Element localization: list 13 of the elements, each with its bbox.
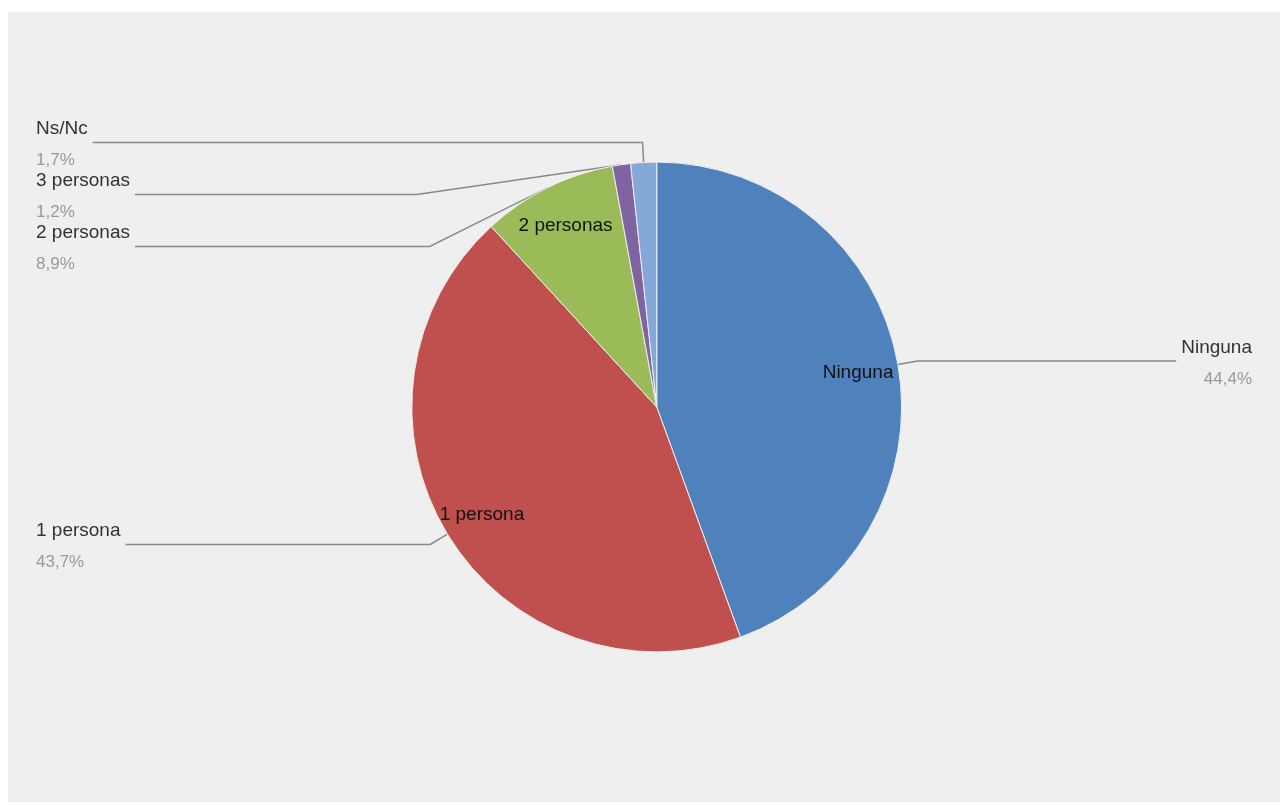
data-label: 44,4%: [1203, 368, 1252, 388]
slice-label: 2 personas: [518, 213, 613, 235]
data-label: 1,2%: [36, 201, 75, 221]
slice-label: Ninguna: [1181, 335, 1253, 357]
data-label: 1,7%: [36, 149, 75, 169]
slice-label: 1 persona: [439, 502, 525, 524]
slice-label: Ns/Nc: [36, 116, 88, 138]
data-label: 8,9%: [36, 253, 75, 273]
slice-label: 1 persona: [36, 518, 121, 540]
slice-label: 3 personas: [36, 168, 131, 190]
data-label: 43,7%: [36, 551, 85, 571]
slice-label: 2 personas: [36, 220, 131, 242]
slice-label: Ninguna: [822, 361, 894, 382]
